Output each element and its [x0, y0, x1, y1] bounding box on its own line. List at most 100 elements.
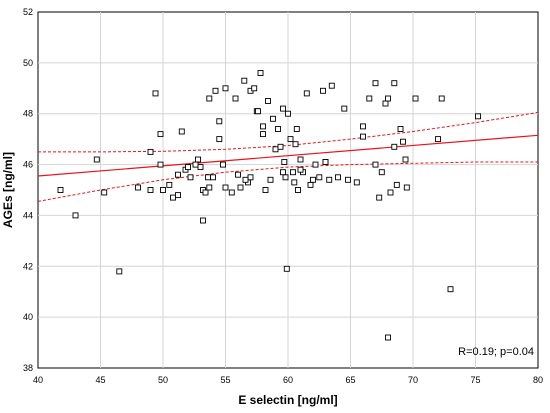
- x-tick-label: 70: [408, 375, 418, 385]
- data-point: [293, 126, 300, 132]
- data-points: [57, 70, 481, 341]
- data-point: [402, 156, 409, 163]
- data-point: [447, 286, 454, 293]
- data-point: [166, 181, 173, 188]
- data-point: [387, 189, 394, 196]
- data-point: [372, 161, 379, 168]
- data-point: [242, 176, 249, 183]
- data-point: [222, 85, 229, 92]
- data-point: [251, 85, 258, 92]
- y-tick-label: 38: [23, 363, 33, 373]
- data-point: [202, 189, 209, 196]
- data-point: [270, 115, 276, 122]
- data-point: [385, 95, 391, 102]
- data-point: [475, 113, 481, 120]
- data-point: [435, 136, 441, 143]
- data-point: [280, 169, 286, 176]
- data-point: [260, 123, 266, 130]
- data-point: [391, 80, 398, 87]
- data-point: [205, 174, 211, 181]
- data-point: [378, 169, 385, 176]
- data-point: [376, 194, 383, 201]
- data-point: [353, 179, 360, 186]
- y-tick-label: 42: [23, 261, 33, 271]
- data-point: [235, 171, 241, 178]
- x-tick-labels: 40 45 50 55 60 65 70 75 80: [33, 375, 543, 385]
- data-point: [281, 159, 288, 165]
- data-point: [307, 181, 314, 188]
- data-point: [320, 87, 326, 94]
- data-point: [265, 98, 271, 104]
- data-point: [272, 146, 279, 153]
- data-point: [277, 143, 284, 150]
- data-point: [197, 164, 204, 171]
- data-point: [312, 161, 319, 168]
- data-point: [157, 161, 164, 168]
- y-axis-title: AGEs [ng/ml]: [1, 152, 15, 228]
- data-point: [185, 164, 191, 171]
- data-point: [241, 77, 248, 84]
- data-point: [275, 126, 281, 132]
- data-point: [326, 176, 333, 183]
- data-point: [262, 187, 269, 193]
- x-tick-label: 65: [345, 375, 355, 385]
- data-point: [101, 189, 108, 196]
- regression-line: [37, 134, 539, 177]
- data-point: [195, 156, 201, 163]
- data-point: [147, 148, 154, 155]
- data-point: [210, 174, 216, 181]
- data-point: [160, 187, 166, 193]
- data-point: [216, 136, 223, 143]
- data-point: [316, 174, 323, 181]
- data-point: [291, 179, 298, 186]
- data-point: [135, 184, 141, 191]
- data-point: [285, 110, 291, 117]
- x-tick-label: 55: [220, 375, 230, 385]
- data-point: [147, 187, 154, 193]
- data-point: [393, 181, 400, 188]
- data-point: [93, 156, 100, 163]
- data-point: [228, 189, 235, 196]
- data-point: [341, 105, 348, 112]
- data-point: [255, 108, 261, 115]
- data-point: [372, 80, 379, 87]
- data-point: [212, 87, 219, 94]
- y-tick-label: 48: [23, 109, 33, 119]
- data-point: [412, 95, 419, 102]
- data-point: [391, 143, 398, 150]
- data-point: [297, 156, 304, 163]
- data-point: [385, 334, 391, 341]
- y-tick-label: 44: [23, 210, 33, 220]
- data-point: [260, 131, 266, 138]
- data-point: [366, 95, 373, 102]
- correlation-annotation: R=0.19; p=0.04: [458, 346, 534, 358]
- data-point: [247, 174, 254, 181]
- data-point: [403, 184, 410, 191]
- data-point: [382, 100, 389, 107]
- x-tick-label: 60: [283, 375, 293, 385]
- ci-lower-line: [37, 161, 538, 202]
- data-point: [200, 217, 206, 224]
- data-point: [283, 265, 290, 272]
- data-point: [206, 95, 213, 102]
- data-point: [287, 136, 294, 143]
- y-tick-labels: 38 40 42 44 46 48 50 52: [23, 7, 33, 373]
- data-point: [290, 169, 296, 176]
- data-point: [322, 159, 329, 165]
- data-point: [328, 82, 335, 89]
- data-point: [397, 126, 404, 132]
- confidence-bands: [37, 111, 539, 202]
- data-point: [232, 95, 239, 102]
- y-tick-label: 52: [23, 7, 33, 17]
- data-point: [280, 105, 286, 112]
- data-point: [116, 268, 123, 275]
- data-point: [152, 90, 159, 97]
- x-axis-title: E selectin [ng/ml]: [238, 393, 337, 407]
- data-point: [292, 141, 299, 148]
- data-point: [220, 161, 226, 168]
- data-point: [438, 95, 445, 102]
- data-point: [360, 123, 366, 130]
- data-point: [360, 133, 366, 140]
- data-point: [170, 194, 176, 201]
